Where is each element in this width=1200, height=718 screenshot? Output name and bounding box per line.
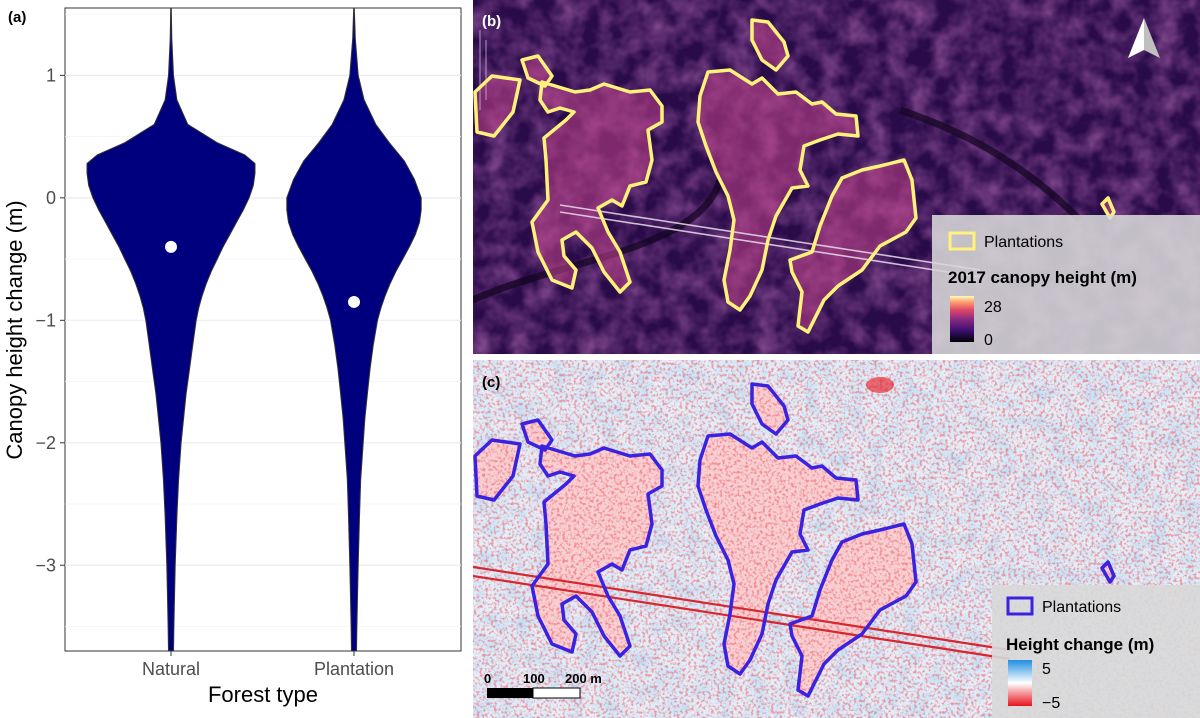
y-tick-label: −2 (35, 433, 56, 453)
map-b-legend-box (932, 215, 1200, 354)
grid-lines (65, 13, 461, 627)
scale-bar-label-100: 100 (523, 671, 545, 686)
violin-panel: (a) 1 0 −1 −2 −3 Natural Plantation Forest ty… (2, 7, 462, 707)
panel-b-label: (b) (482, 13, 501, 30)
map-c-colorbar (1008, 660, 1032, 706)
map-b-dark-channel (473, 106, 1083, 304)
scale-bar-label-0: 0 (484, 671, 491, 686)
y-axis-title: Canopy height change (m) (2, 200, 27, 459)
canopy-height-map: Plantations 2017 canopy height (m) 28 0 (473, 0, 1200, 354)
violins (86, 7, 422, 652)
y-tick-label: −3 (35, 555, 56, 575)
x-axis-ticks: Natural Plantation (142, 651, 394, 679)
panel-divider-vertical (467, 0, 473, 718)
scale-bar-label-200: 200 m (565, 671, 602, 686)
panel-divider-horizontal (473, 354, 1200, 360)
map-b-colorbar-min: 0 (984, 332, 993, 349)
map-c-legend-outline-swatch (1006, 596, 1034, 616)
map-b-colorbar-max: 28 (984, 299, 1002, 316)
scale-bar-white-segment (532, 687, 581, 699)
scale-bar: 0 100 200 m (484, 671, 602, 699)
mean-markers (165, 240, 360, 308)
map-c-road (473, 565, 1011, 661)
mean-marker-plantation (348, 295, 360, 308)
x-axis-title: Forest type (208, 682, 318, 707)
map-b-track (479, 30, 487, 110)
map-c-colorbar-min: −5 (1042, 695, 1060, 712)
violin-natural (86, 7, 256, 652)
north-arrow-icon (1128, 18, 1160, 58)
x-tick-label-plantation: Plantation (314, 659, 394, 679)
panel-a-label: (a) (8, 9, 26, 26)
map-b-colorbar (950, 296, 974, 342)
x-tick-label-natural: Natural (142, 659, 200, 679)
map-c-legend-outline-label: Plantations (1042, 599, 1121, 616)
map-b-legend-title: 2017 canopy height (m) (948, 268, 1137, 287)
map-b-legend-outline-swatch (948, 231, 976, 251)
y-axis-ticks: 1 0 −1 −2 −3 (35, 65, 65, 575)
map-c-colorbar-max: 5 (1042, 661, 1051, 678)
y-tick-label: 1 (46, 65, 56, 85)
height-change-map: Plantations Height change (m) 5 −5 0 100… (473, 360, 1200, 718)
violin-plantation (286, 7, 422, 652)
y-tick-label: −1 (35, 310, 56, 330)
y-tick-label: 0 (46, 188, 56, 208)
mean-marker-natural (165, 240, 177, 253)
map-c-loss-patch (866, 377, 894, 393)
map-b-legend-outline-label: Plantations (984, 234, 1063, 251)
scale-bar-black-segment (487, 688, 533, 698)
map-c-legend-title: Height change (m) (1006, 635, 1154, 654)
plot-area (64, 7, 462, 652)
panel-c-label: (c) (482, 374, 500, 391)
